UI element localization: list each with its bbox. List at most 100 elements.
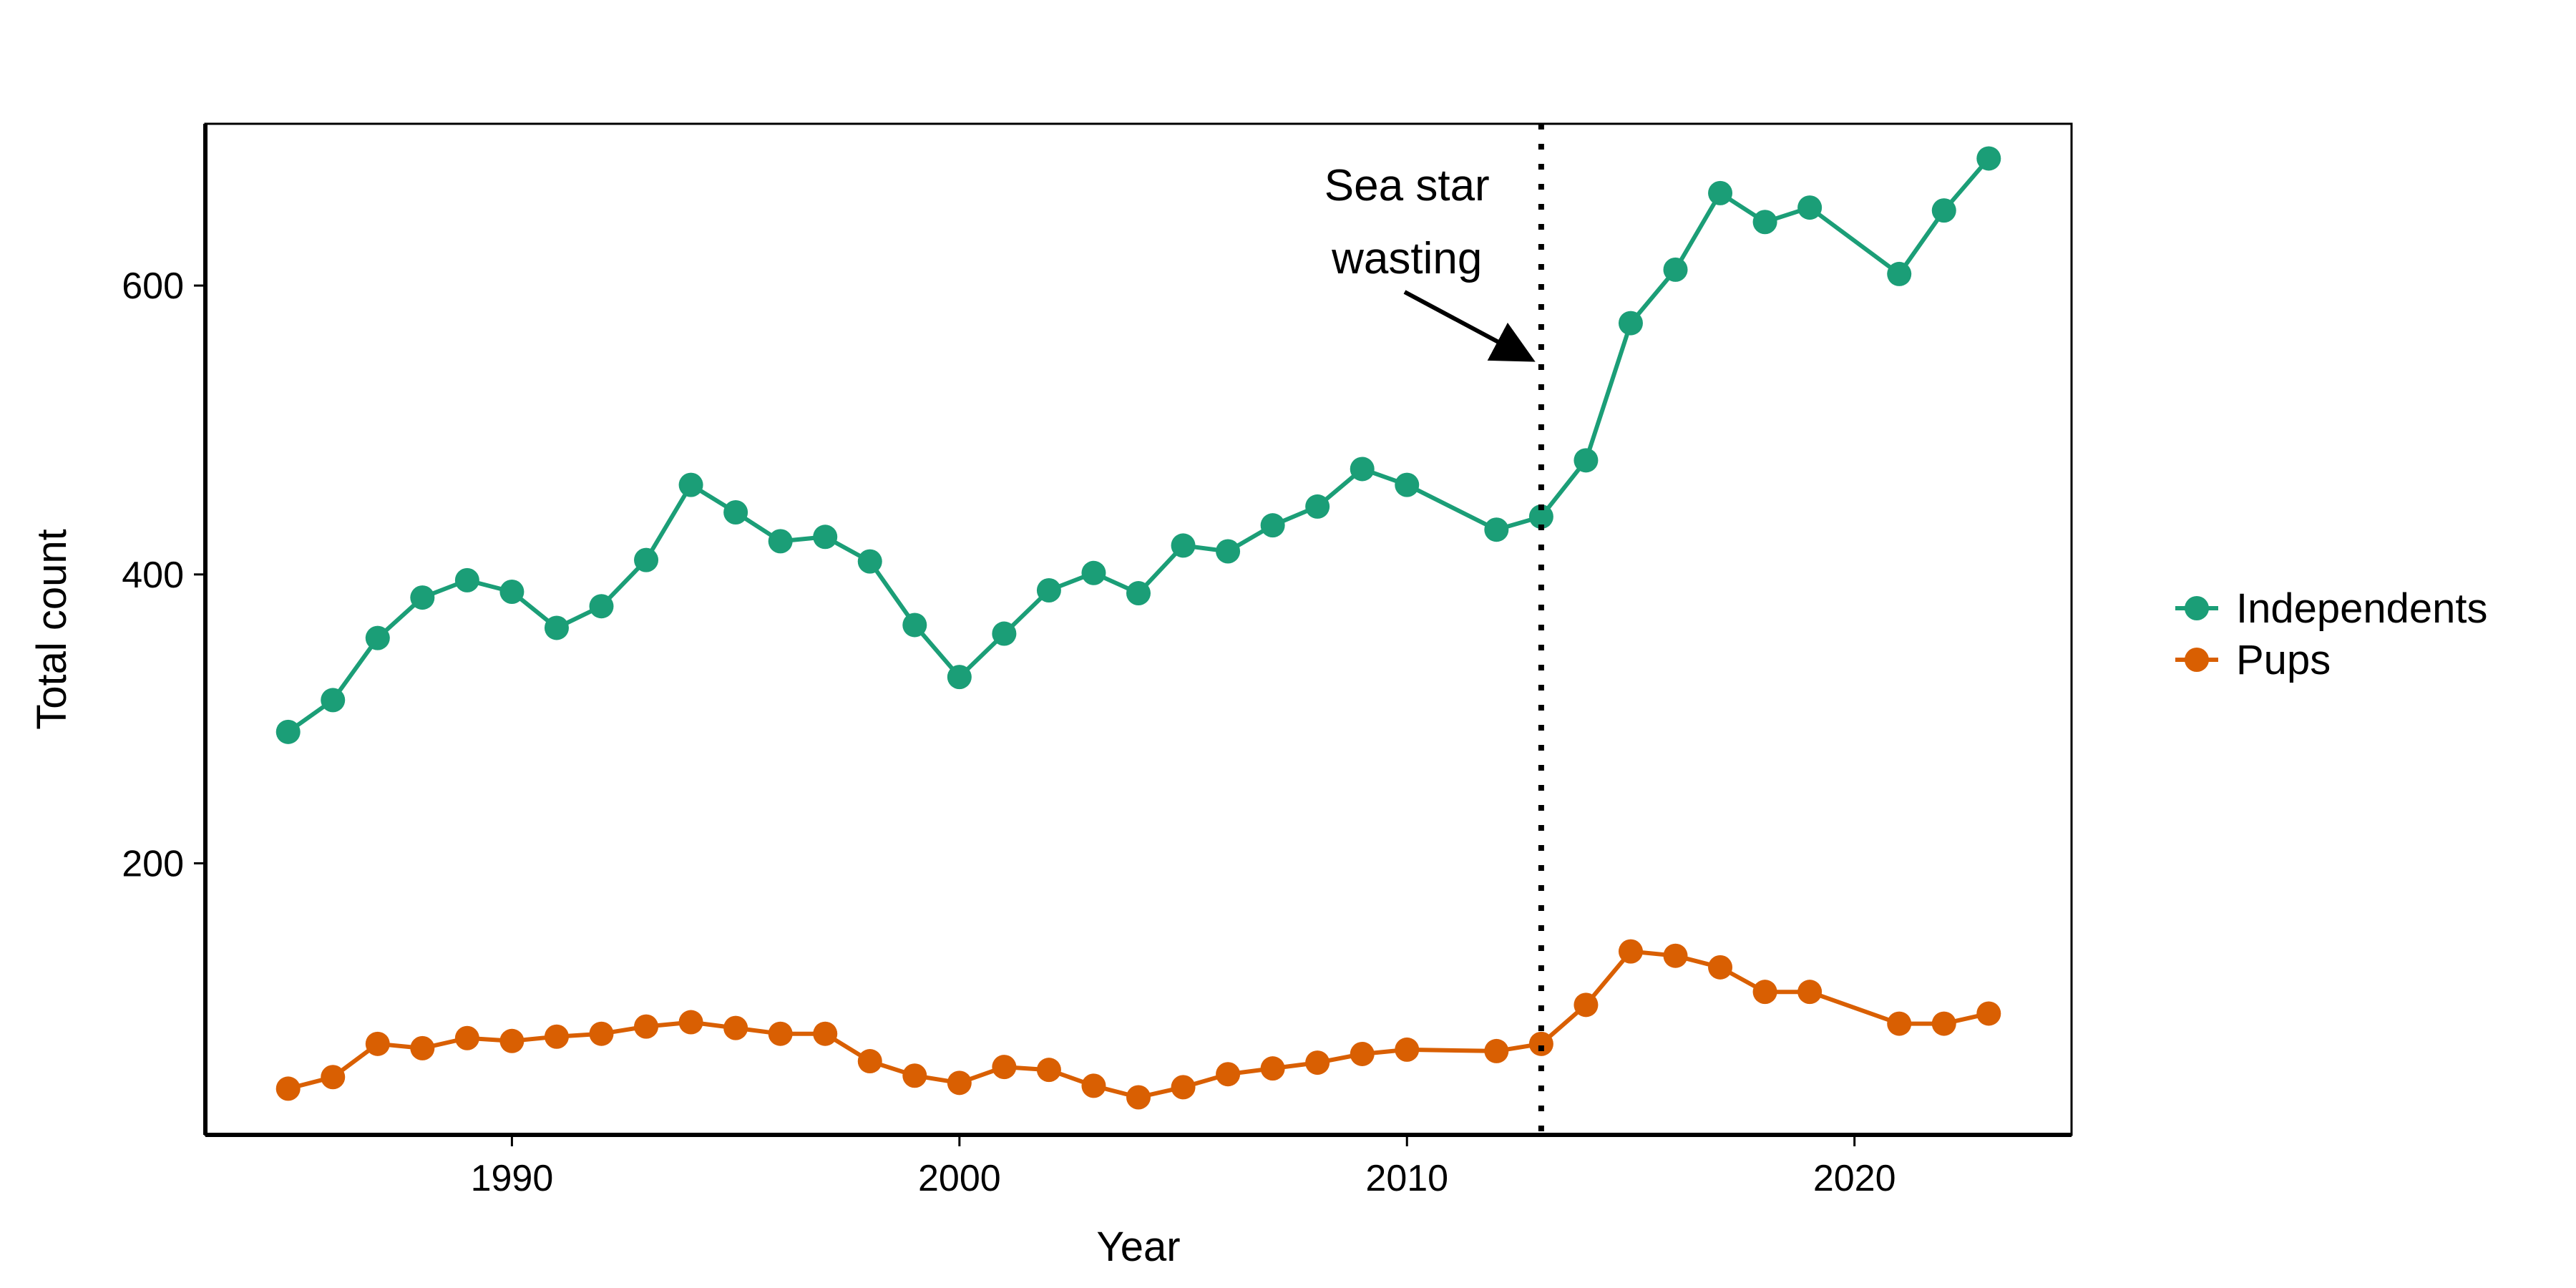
series-line (287, 949, 1989, 1100)
data-point (1395, 1037, 1420, 1062)
data-point (768, 1021, 793, 1046)
data-point (321, 688, 346, 713)
y-tick-label: 400 (122, 555, 184, 596)
data-point (1663, 943, 1688, 968)
data-point (1036, 1058, 1061, 1083)
x-ticks: 1990 2000 2010 2020 (471, 1135, 1896, 1199)
data-point (1574, 448, 1599, 473)
data-point (499, 580, 525, 605)
data-point (1618, 939, 1643, 964)
data-point (1305, 1050, 1330, 1075)
data-point (857, 549, 882, 574)
annotation-layer: Sea star wasting (1324, 124, 1544, 1135)
plot-frame (203, 122, 2073, 1137)
data-point (1752, 210, 1777, 235)
data-point (1350, 1041, 1375, 1066)
data-point (813, 525, 838, 550)
data-point (902, 613, 927, 638)
legend-key-point (2185, 648, 2209, 672)
data-point (1976, 1001, 2001, 1026)
data-point (1663, 257, 1688, 282)
y-axis-title: Total count (29, 529, 75, 730)
data-point (992, 1055, 1017, 1080)
data-point (454, 1025, 479, 1050)
data-point (1797, 980, 1823, 1005)
data-point (1260, 513, 1285, 538)
data-point (1216, 1062, 1241, 1087)
data-point (1216, 539, 1241, 564)
data-point (1797, 195, 1823, 220)
data-point (365, 625, 390, 650)
data-point (723, 1015, 748, 1040)
data-point (634, 1014, 659, 1039)
x-tick-label: 2010 (1365, 1158, 1448, 1199)
legend-label: Independents (2236, 585, 2488, 632)
x-tick-label: 2020 (1813, 1158, 1896, 1199)
x-axis-title: Year (1096, 1224, 1180, 1270)
data-point (1484, 1038, 1509, 1063)
data-point (1618, 311, 1643, 336)
data-point (1305, 494, 1330, 519)
data-point (768, 529, 793, 554)
data-point (589, 1021, 614, 1046)
data-point (1171, 1075, 1196, 1100)
annotation-text: wasting (1331, 234, 1482, 283)
data-point (947, 665, 972, 690)
legend-label: Pups (2236, 637, 2331, 683)
data-point (1708, 180, 1733, 205)
data-point (1931, 1011, 1956, 1036)
plot-border (204, 122, 2073, 1136)
data-point (813, 1021, 838, 1046)
data-point (992, 621, 1017, 646)
data-point (1395, 472, 1420, 497)
data-point (589, 594, 614, 619)
series-independents (275, 146, 2001, 744)
data-point (544, 615, 569, 640)
data-point (1887, 1011, 1912, 1036)
data-point (410, 1035, 435, 1060)
series-line (286, 157, 1991, 734)
x-tick-label: 2000 (918, 1158, 1001, 1199)
data-point (902, 1063, 927, 1088)
data-point (275, 719, 301, 744)
legend-key-point (2185, 596, 2209, 620)
data-point (1887, 261, 1912, 286)
data-point (499, 1028, 525, 1053)
series-pups (275, 939, 2001, 1110)
data-point (1260, 1056, 1285, 1081)
data-point (1752, 980, 1777, 1005)
data-point (1126, 581, 1151, 606)
annotation-text: Sea star (1324, 161, 1490, 210)
data-point (1484, 517, 1509, 542)
data-point (1708, 955, 1733, 980)
data-point (723, 499, 748, 525)
data-point (1528, 504, 1553, 530)
y-tick-label: 200 (122, 844, 184, 885)
data-point (410, 585, 435, 610)
data-point (1126, 1085, 1151, 1110)
data-point (365, 1031, 390, 1056)
data-point (1081, 1073, 1106, 1098)
data-point (857, 1049, 882, 1074)
data-point (1350, 457, 1375, 482)
y-tick-label: 600 (122, 265, 184, 307)
x-tick-label: 1990 (471, 1158, 554, 1199)
data-point (1528, 1031, 1553, 1056)
data-point (1931, 198, 1956, 223)
data-point (947, 1070, 972, 1096)
data-point (1574, 992, 1599, 1018)
data-point (1081, 560, 1106, 585)
data-point (454, 567, 479, 592)
y-ticks: 200 400 600 (122, 265, 205, 885)
series-layer (275, 146, 2001, 1110)
annotation-arrow (1403, 290, 1536, 362)
data-point (634, 547, 659, 572)
data-point (678, 472, 703, 497)
data-point (275, 1076, 301, 1101)
data-point (1036, 577, 1061, 602)
data-point (544, 1024, 569, 1049)
data-point (1976, 146, 2001, 171)
data-point (678, 1010, 703, 1035)
data-point (321, 1065, 346, 1090)
